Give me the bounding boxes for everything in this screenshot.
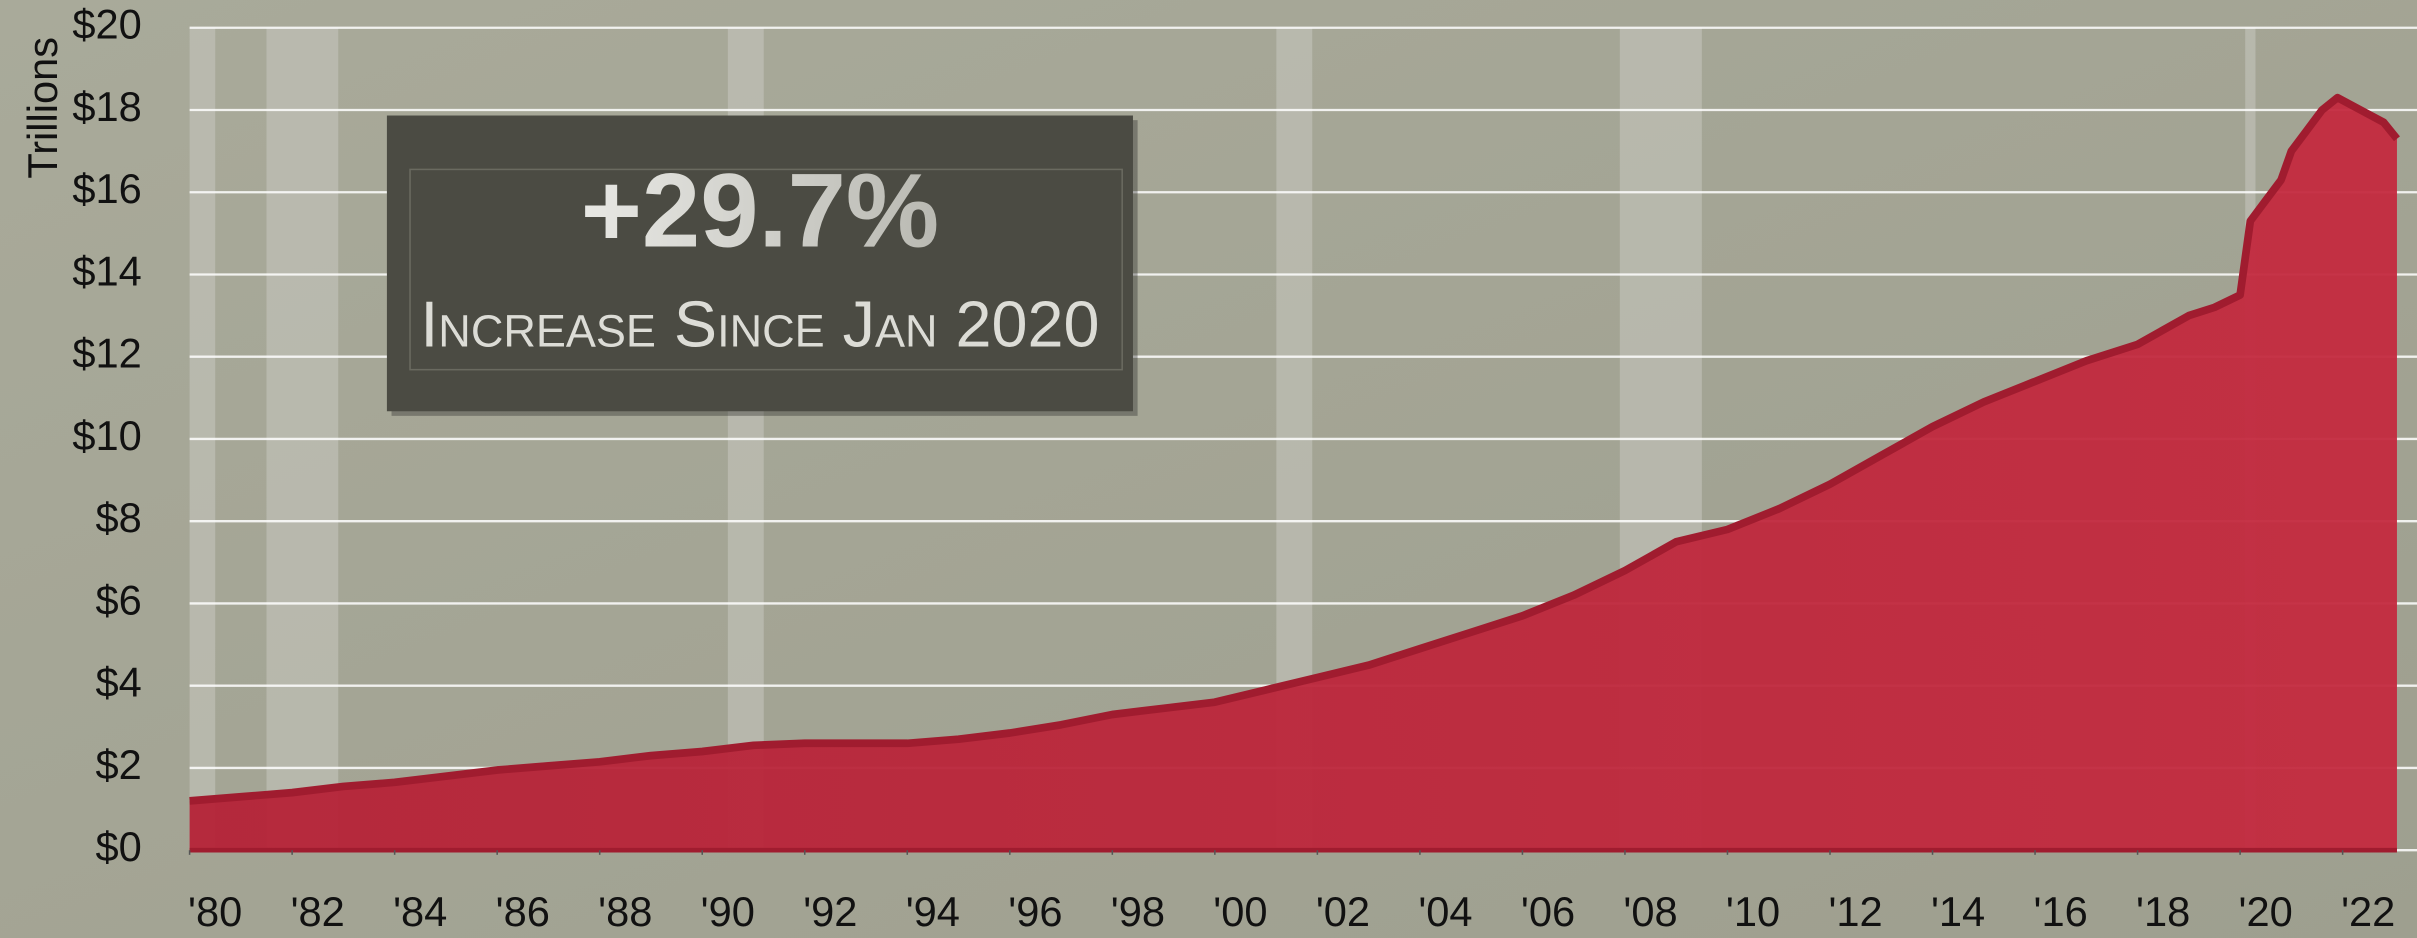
y-tick-label: $8	[96, 494, 142, 541]
x-tick-label: '22	[2341, 888, 2395, 935]
area	[189, 97, 2397, 851]
x-tick-label: '04	[1418, 888, 1472, 935]
x-tick-label: '98	[1111, 888, 1165, 935]
x-tick-label: '94	[906, 888, 960, 935]
area-line	[189, 93, 2400, 805]
box	[386, 115, 1133, 412]
y-tick-label: $16	[72, 165, 141, 212]
annotation-box: +29.7% Increase Since Jan 2020	[386, 115, 1138, 416]
annotation-subtitle: Increase Since Jan 2020	[420, 288, 1099, 361]
x-tick-label: '08	[1623, 888, 1677, 935]
x-tick-label: '88	[598, 888, 652, 935]
x-tick-label: '96	[1008, 888, 1062, 935]
x-tick-label: '12	[1828, 888, 1882, 935]
x-tick-label: '18	[2136, 888, 2190, 935]
y-tick-label: $0	[96, 823, 142, 870]
x-tick-label: '10	[1726, 888, 1780, 935]
y-tick-label: $20	[72, 1, 141, 48]
y-tick-label: $12	[72, 330, 141, 377]
x-tick-label: '80	[188, 888, 242, 935]
x-tick-label: '06	[1521, 888, 1575, 935]
x-tick-label: '20	[2239, 888, 2293, 935]
y-tick-label: $14	[72, 247, 141, 294]
y-tick-label: $6	[96, 576, 142, 623]
y-tick-label: $10	[72, 412, 141, 459]
annotation-value: +29.7%	[581, 152, 939, 269]
x-tick-label: '92	[803, 888, 857, 935]
box-frame	[409, 168, 1123, 371]
x-tick-label: '90	[701, 888, 755, 935]
y-tick-label: $4	[96, 659, 142, 706]
y-axis-label: Trillions	[19, 37, 66, 179]
x-tick-label: '02	[1316, 888, 1370, 935]
x-tick-label: '16	[2034, 888, 2088, 935]
x-tick-label: '86	[496, 888, 550, 935]
x-tick-label: '84	[393, 888, 447, 935]
y-tick-label: $2	[96, 741, 142, 788]
x-tick-label: '82	[291, 888, 345, 935]
y-tick-label: $18	[72, 83, 141, 130]
x-tick-label: '00	[1213, 888, 1267, 935]
x-tick-label: '14	[1931, 888, 1985, 935]
